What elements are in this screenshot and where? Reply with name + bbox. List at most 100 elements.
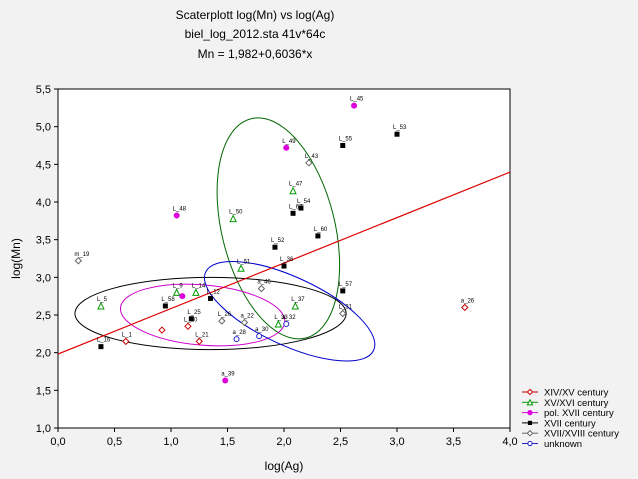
data-point	[339, 309, 347, 318]
point-label: L_63	[289, 204, 303, 210]
data-point	[173, 212, 180, 219]
point-label: L_60	[314, 227, 328, 233]
legend-label: XVII century	[544, 418, 596, 429]
data-point	[240, 318, 249, 327]
point-label: L_48	[173, 207, 187, 213]
plot-area	[57, 88, 511, 429]
y-tick-label: 2,0	[36, 348, 51, 360]
data-point	[291, 301, 300, 310]
point-label: L_12	[207, 289, 221, 295]
point-label: a_46	[257, 280, 271, 286]
point-label: a_26	[461, 298, 475, 304]
x-tick-label: 1,5	[220, 436, 235, 448]
y-tick-label: 3,5	[36, 235, 51, 247]
data-point	[218, 317, 226, 325]
data-point	[158, 326, 166, 334]
data-point	[340, 288, 346, 294]
data-point	[290, 210, 296, 216]
data-point	[97, 301, 105, 310]
y-tick-label: 5,0	[36, 122, 51, 134]
legend-label: pol. XVII century	[544, 408, 614, 419]
point-label: L_53	[393, 125, 407, 131]
point-label: L_36	[280, 257, 294, 263]
point-label: L_16	[97, 338, 111, 344]
data-point	[222, 377, 229, 384]
legend-marker	[526, 429, 534, 437]
x-tick-label: 1,0	[163, 436, 178, 448]
data-point	[229, 214, 237, 223]
y-tick-label: 4,0	[36, 197, 51, 209]
legend-label: XVII/XVIII century	[544, 429, 619, 440]
data-point	[351, 102, 358, 109]
point-label: L_51	[237, 259, 251, 265]
data-point	[74, 257, 83, 265]
x-tick-label: 2,0	[276, 436, 291, 448]
legend-marker	[526, 398, 534, 406]
point-label: L_5	[97, 297, 108, 303]
point-label: L_57	[339, 282, 353, 288]
legend-label: XV/XVI century	[544, 398, 609, 409]
y-tick-label: 1,5	[36, 385, 51, 397]
data-point	[305, 159, 313, 167]
x-tick-label: 3,0	[389, 436, 404, 448]
confidence-ellipse	[216, 117, 341, 340]
point-label: m_19	[74, 252, 90, 258]
point-label: a_28	[233, 330, 247, 336]
data-point	[192, 288, 200, 296]
regression-line	[58, 171, 510, 355]
data-point	[172, 288, 181, 296]
point-label: L_1	[122, 332, 133, 338]
data-point	[274, 319, 283, 328]
point-label: L_47	[289, 182, 303, 188]
data-point	[188, 316, 194, 322]
regression-equation: Mn = 1,982+0,6036*x	[197, 47, 313, 61]
legend-label: unknown	[544, 439, 582, 450]
data-point	[122, 337, 130, 346]
y-tick-label: 2,5	[36, 310, 51, 322]
data-point	[98, 344, 104, 350]
point-label: L_49	[282, 139, 296, 145]
y-tick-label: 5,5	[36, 84, 51, 96]
legend-marker	[526, 388, 534, 396]
chart-title: Scaterplott log(Mn) vs log(Ag)	[175, 8, 335, 22]
point-label: a_22	[240, 314, 254, 320]
data-point	[272, 244, 278, 250]
point-label: a_39	[221, 372, 235, 378]
legend-marker	[527, 440, 533, 447]
legend-marker	[527, 410, 533, 416]
data-point	[237, 264, 245, 272]
data-point	[162, 303, 168, 309]
data-point	[289, 186, 297, 195]
data-point	[179, 293, 186, 300]
y-tick-label: 4,5	[36, 159, 51, 171]
data-point	[184, 322, 192, 331]
data-point	[195, 337, 203, 346]
confidence-ellipse	[203, 260, 376, 362]
legend-label: XIV/XV century	[544, 388, 609, 399]
data-point	[283, 321, 290, 328]
chart-subtitle: biel_log_2012.sta 41v*64c	[184, 27, 326, 41]
point-label: L_50	[229, 210, 243, 216]
y-axis-label: log(Mn)	[9, 238, 23, 279]
point-label: L_52	[271, 238, 285, 244]
point-label: L_31	[339, 304, 353, 310]
x-tick-label: 2,5	[333, 436, 348, 448]
point-label: L_14	[192, 283, 206, 289]
data-point	[315, 233, 321, 239]
data-point	[256, 333, 263, 340]
point-label: a_32	[282, 315, 296, 321]
data-point	[281, 263, 287, 269]
legend-marker	[527, 420, 533, 425]
point-label: L_45	[350, 97, 364, 103]
data-point	[257, 284, 266, 293]
data-point	[208, 295, 214, 301]
x-tick-label: 0,5	[107, 436, 122, 448]
data-point	[340, 143, 346, 148]
y-tick-label: 1,0	[36, 423, 51, 435]
data-point	[283, 144, 290, 151]
data-point	[461, 303, 469, 312]
point-label: a_30	[255, 327, 269, 333]
